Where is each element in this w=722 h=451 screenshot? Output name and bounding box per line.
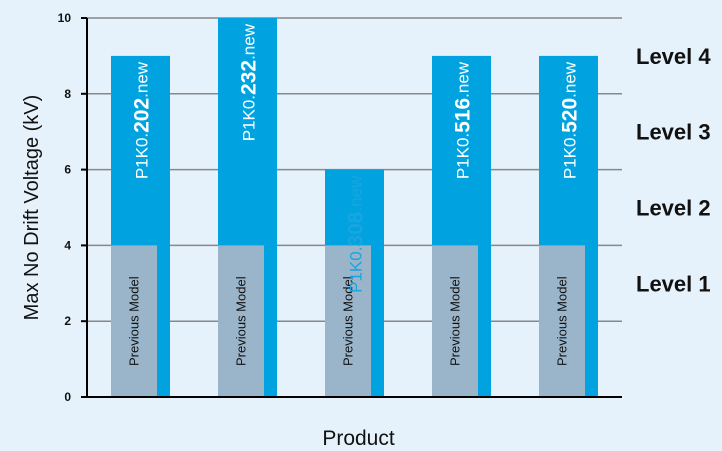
bar-label: P1K0.308.new [344,175,367,293]
bar-label: P1K0.202.new [130,61,153,179]
previous-model-bar [325,245,371,397]
previous-model-label: Previous Model [234,276,249,366]
level-label: Level 4 [636,44,711,69]
previous-model-bar [218,245,264,397]
previous-model-bar [432,245,478,397]
previous-model-label: Previous Model [127,276,142,366]
previous-model-label: Previous Model [341,276,356,366]
level-label: Level 3 [636,120,711,145]
previous-model-bar [111,245,157,397]
bar-label: P1K0.232.new [237,23,260,141]
level-label: Level 1 [636,271,711,296]
y-tick-label: 8 [64,87,71,101]
y-tick-label: 2 [64,314,71,328]
x-axis-title: Product [322,427,395,450]
y-tick-label: 6 [64,163,71,177]
y-tick-label: 4 [64,238,71,252]
y-tick-label: 0 [64,390,71,404]
level-label: Level 2 [636,196,711,221]
bar-label: P1K0.520.new [558,61,581,179]
bar-label: P1K0.516.new [451,61,474,179]
previous-model-label: Previous Model [555,276,570,366]
y-tick-label: 10 [58,11,72,25]
previous-model-bar [539,245,585,397]
previous-model-label: Previous Model [448,276,463,366]
y-axis-title: Max No Drift Voltage (kV) [21,95,43,321]
